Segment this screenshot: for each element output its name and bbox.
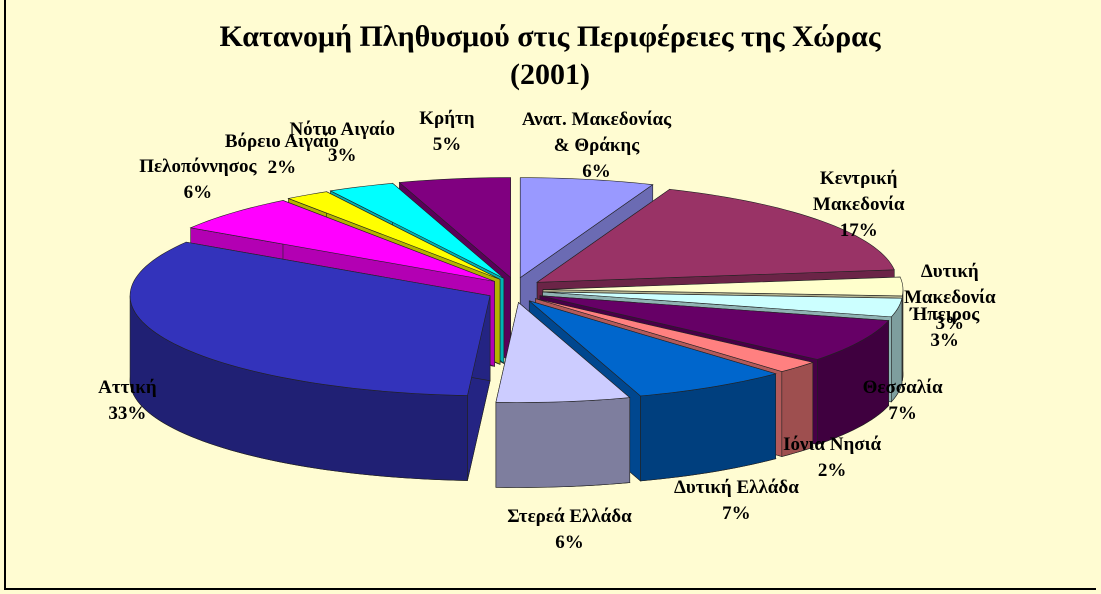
value-label: 33% — [108, 403, 147, 425]
category-label: Θεσσαλία — [862, 377, 943, 399]
slice — [129, 241, 491, 481]
value-label: 2% — [817, 459, 847, 481]
data-label: Βόρειο Αιγαίο 2% — [207, 129, 357, 181]
category-label: Ήπειρος — [909, 304, 980, 326]
frame — [4, 0, 1096, 590]
data-label: Ιόνια Νησιά 2% — [757, 432, 907, 484]
value-label: 3% — [930, 330, 959, 352]
data-label: Δυτική Μακεδονία 3% — [875, 259, 1025, 337]
value-label: 6% — [183, 182, 213, 204]
category-label: Δυτική Ελλάδα — [673, 476, 799, 498]
slice-wall — [495, 397, 631, 488]
value-label: 3% — [935, 312, 965, 334]
data-label: Ήπειρος 3% — [870, 302, 1020, 354]
value-label: 6% — [555, 532, 584, 553]
value-label: 7% — [888, 403, 917, 425]
data-label: Στερεά Ελλάδα 6% — [495, 504, 645, 556]
slice-top — [539, 295, 890, 360]
data-label: Νότιο Αιγαίο 3% — [267, 117, 417, 169]
category-label: Στερεά Ελλάδα — [507, 506, 632, 527]
category-label: Κεντρική Μακεδονία — [812, 167, 905, 215]
chart-title: Κατανομή Πληθυσμού στις Περιφέρειες της … — [219, 20, 881, 91]
value-label: 7% — [722, 502, 751, 524]
slice-top — [287, 191, 501, 280]
value-label: 5% — [432, 133, 462, 155]
slice-top — [398, 177, 511, 279]
slice-top — [519, 177, 654, 279]
category-label: Πελοπόννησος — [139, 156, 257, 178]
data-label: Θεσσαλία 7% — [828, 375, 978, 427]
category-label: Δυτική Μακεδονία — [904, 260, 996, 308]
slice-top — [329, 183, 505, 279]
data-label: Ανατ. Μακεδονίας & Θράκης 6% — [522, 107, 672, 185]
slice-top — [536, 188, 895, 283]
data-label: Δυτική Ελλάδα 7% — [661, 475, 811, 527]
value-label: 2% — [267, 156, 297, 178]
slice-top — [529, 300, 777, 397]
slice-top — [129, 241, 491, 396]
data-label: Κρήτη 5% — [372, 106, 522, 158]
category-label: Βόρειο Αιγαίο — [224, 130, 339, 152]
data-label: Πελοπόννησος 6% — [123, 154, 273, 206]
slice-top — [495, 301, 631, 403]
slice — [495, 301, 631, 488]
data-label: Αττική 33% — [52, 375, 202, 427]
slice-top — [542, 291, 903, 318]
slice-top — [542, 276, 904, 297]
slice-top — [535, 298, 814, 372]
value-label: 17% — [839, 219, 878, 241]
slice-top — [189, 200, 495, 282]
category-label: Νότιο Αιγαίο — [289, 119, 396, 141]
value-label: 6% — [582, 160, 611, 182]
category-label: Κρήτη — [419, 107, 475, 129]
category-label: Ανατ. Μακεδονίας & Θράκης — [521, 108, 672, 156]
data-label: Κεντρική Μακεδονία 17% — [784, 166, 934, 244]
value-label: 3% — [327, 145, 357, 167]
category-label: Αττική — [98, 377, 157, 399]
category-label: Ιόνια Νησιά — [783, 433, 882, 455]
